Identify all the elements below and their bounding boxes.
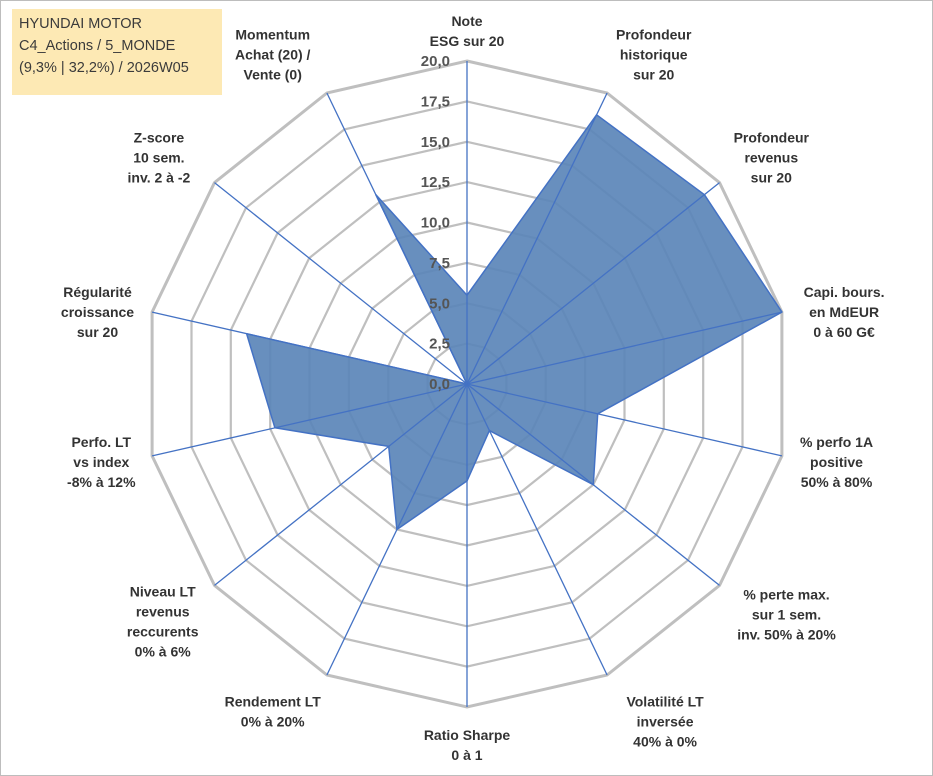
tick-label: 7,5 [429, 255, 450, 272]
axis-label: % perfo 1A positive 50% à 80% [800, 434, 873, 490]
axis-label: Note ESG sur 20 [430, 13, 505, 49]
axis-label: Momentum Achat (20) / Vente (0) [235, 27, 311, 83]
axis-label: Niveau LT revenus reccurents 0% à 6% [127, 584, 199, 660]
axis-label: Rendement LT 0% à 20% [225, 694, 322, 730]
tick-label: 2,5 [429, 336, 450, 353]
radar-series [245, 114, 783, 531]
info-stats: (9,3% | 32,2%) / 2026W05 [19, 60, 189, 76]
axis-label: Profondeur revenus sur 20 [734, 129, 810, 185]
tick-label: 10,0 [421, 215, 450, 232]
axis-spoke [466, 383, 783, 457]
tick-label: 5,0 [429, 295, 450, 312]
axis-spoke [466, 182, 720, 385]
info-box: HYUNDAI MOTOR C4_Actions / 5_MONDE (9,3%… [12, 9, 222, 95]
axis-label: Ratio Sharpe 0 à 1 [424, 727, 511, 763]
axis-spoke [326, 383, 468, 676]
axis-spoke [151, 311, 468, 385]
tick-label: 15,0 [421, 134, 450, 151]
tick-label: 0,0 [429, 376, 450, 393]
axis-spoke [151, 383, 468, 457]
axis-label: Capi. bours. en MdEUR 0 à 60 G€ [804, 284, 885, 340]
axis-spoke [466, 92, 608, 385]
tick-label: 17,5 [421, 93, 450, 110]
info-category: C4_Actions / 5_MONDE [19, 38, 176, 54]
radar-axes [151, 61, 783, 707]
axis-spoke [214, 383, 468, 586]
radar-axis-labels: Note ESG sur 20 Profondeur historique sur 20… [61, 13, 885, 763]
axis-spoke [466, 383, 720, 586]
axis-spoke [466, 311, 783, 385]
axis-spoke [214, 182, 468, 385]
axis-label: Z-score 10 sem. inv. 2 à -2 [128, 129, 191, 185]
series-area [245, 114, 783, 531]
axis-label: Régularité croissance sur 20 [61, 284, 134, 340]
axis-label: % perte max. sur 1 sem. inv. 50% à 20% [737, 587, 836, 643]
radar-tick-labels: 0,0 2,5 5,0 7,5 10,0 12,5 15,0 17,5 20,0 [421, 53, 450, 393]
axis-spoke [466, 383, 608, 676]
tick-label: 20,0 [421, 53, 450, 70]
info-company: HYUNDAI MOTOR [19, 16, 142, 32]
axis-label: Perfo. LT vs index -8% à 12% [67, 434, 136, 490]
tick-label: 12,5 [421, 174, 450, 191]
axis-label: Profondeur historique sur 20 [616, 27, 692, 83]
axis-label: Volatilité LT inversée 40% à 0% [626, 694, 704, 750]
axis-spoke [326, 92, 468, 385]
